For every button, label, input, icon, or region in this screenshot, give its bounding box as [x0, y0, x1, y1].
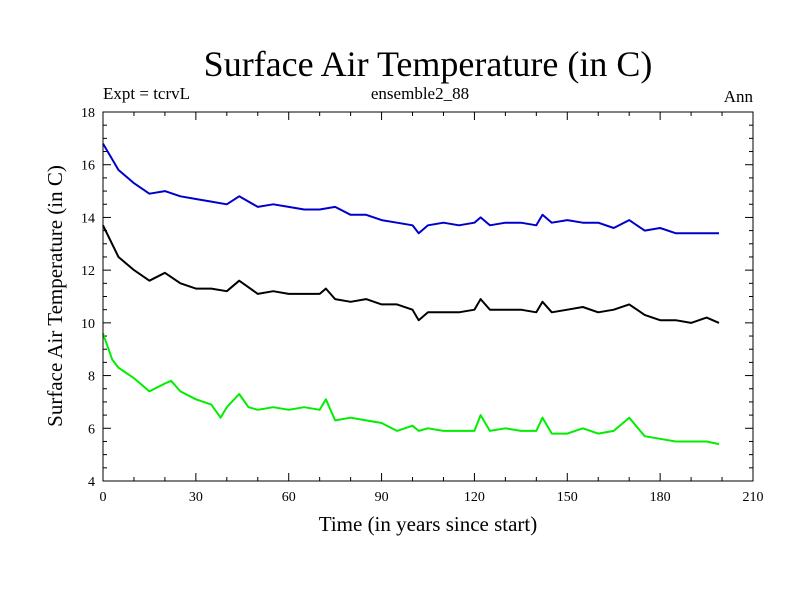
x-tick-label: 150	[557, 490, 578, 505]
y-tick-label: 16	[81, 159, 95, 174]
y-tick-label: 14	[81, 211, 95, 226]
x-tick-label: 30	[189, 490, 203, 505]
series-lines	[102, 143, 720, 446]
x-tick-label: 90	[375, 490, 389, 505]
chart-title: Surface Air Temperature (in C)	[204, 44, 653, 84]
y-tick-label: 10	[81, 317, 95, 332]
series-line-black	[102, 224, 720, 324]
plot-frame	[102, 111, 754, 482]
x-axis-label: Time (in years since start)	[319, 512, 538, 536]
period-label: Ann	[724, 87, 754, 106]
y-axis-label: Surface Air Temperature (in C)	[43, 165, 67, 427]
x-tick-label: 180	[650, 490, 671, 505]
y-tick-label: 18	[81, 106, 95, 121]
series-line-green	[102, 333, 720, 446]
y-tick-label: 4	[88, 475, 95, 490]
y-tick-label: 8	[88, 370, 95, 385]
x-tick-label: 120	[464, 490, 485, 505]
x-tick-label: 60	[282, 490, 296, 505]
y-tick-label: 12	[81, 264, 95, 279]
x-tick-label: 0	[100, 490, 107, 505]
experiment-label: Expt = tcrvL	[103, 84, 190, 103]
x-tick-label: 210	[743, 490, 764, 505]
axis-ticks: 0 30 60 90 120 150 180 210 4 6 8 10 12 14 16 18	[81, 106, 764, 505]
series-line-blue	[102, 143, 719, 235]
ensemble-label: ensemble2_88	[371, 84, 469, 103]
y-tick-label: 6	[88, 422, 95, 437]
